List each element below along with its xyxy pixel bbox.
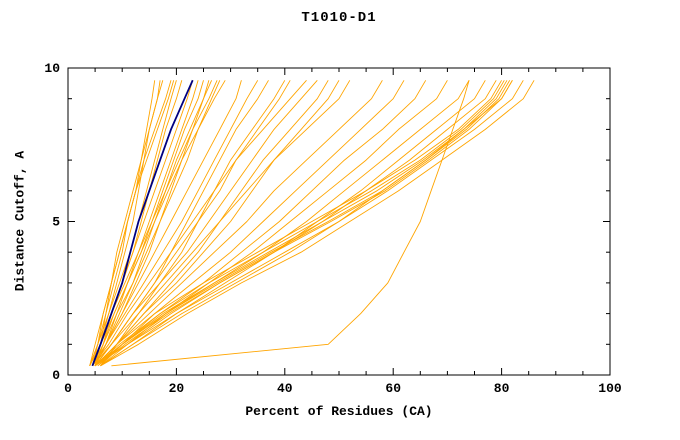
model-curve <box>100 80 405 367</box>
model-curve <box>94 80 318 367</box>
x-tick-label: 80 <box>494 381 510 396</box>
model-curve <box>100 80 329 367</box>
model-curve <box>94 80 242 367</box>
x-tick-label: 100 <box>598 381 622 396</box>
y-tick-label: 5 <box>52 215 60 230</box>
model-curve <box>91 80 221 367</box>
highlighted-model-curve <box>91 79 194 367</box>
model-curve <box>97 80 513 367</box>
x-tick-label: 20 <box>169 381 185 396</box>
model-curve <box>100 80 535 367</box>
model-curve <box>92 80 351 367</box>
x-axis-label: Percent of Residues (CA) <box>245 404 433 419</box>
model-curve <box>94 80 508 367</box>
y-tick-label: 10 <box>44 61 60 76</box>
model-curve <box>100 80 448 367</box>
model-curve <box>94 80 505 367</box>
model-curve <box>94 80 199 367</box>
model-curve <box>92 80 307 367</box>
model-curve <box>94 80 269 367</box>
x-tick-label: 40 <box>277 381 293 396</box>
x-tick-label: 60 <box>385 381 401 396</box>
model-curve <box>94 80 502 367</box>
model-curve <box>91 80 164 366</box>
model-curve <box>92 80 259 367</box>
model-curve <box>94 80 427 367</box>
model-curve <box>94 80 226 366</box>
model-curve <box>111 80 470 367</box>
x-tick-label: 0 <box>64 381 72 396</box>
model-curve <box>94 80 383 367</box>
model-curve <box>94 80 340 367</box>
y-tick-label: 0 <box>52 368 60 383</box>
model-curve <box>94 80 175 366</box>
model-curve <box>94 80 524 367</box>
model-curve <box>97 80 511 367</box>
chart-title: T1010-D1 <box>301 10 377 26</box>
